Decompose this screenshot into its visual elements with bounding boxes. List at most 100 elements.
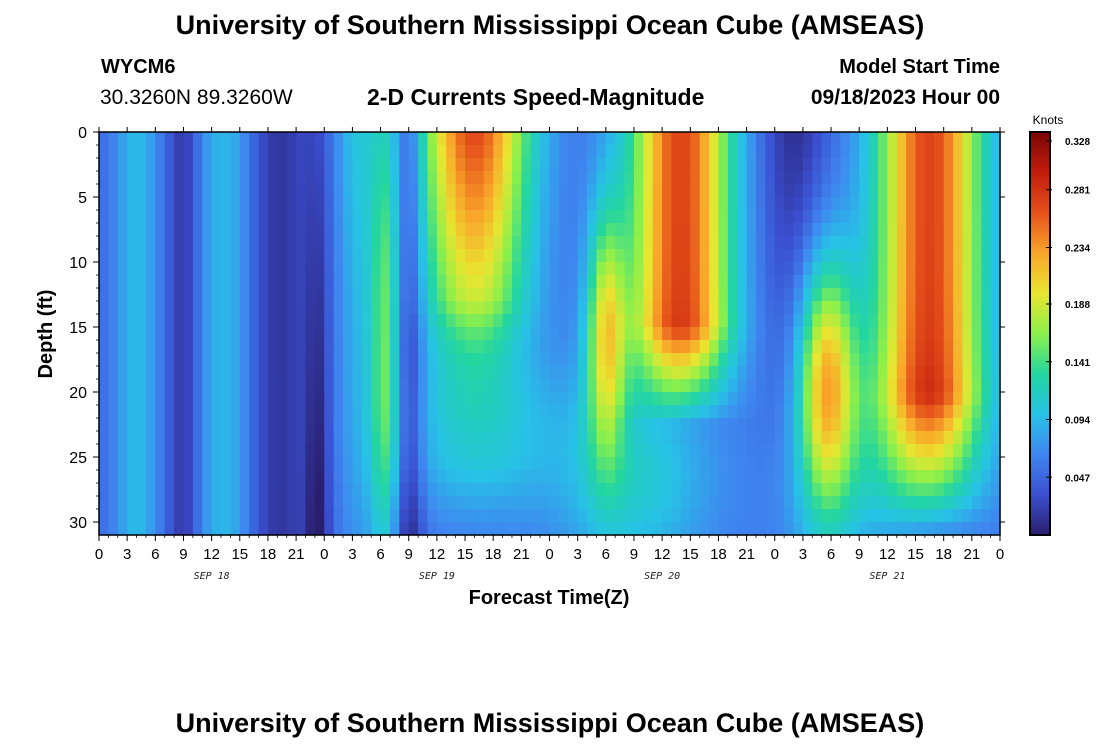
heatmap-cell bbox=[427, 197, 438, 211]
heatmap-cell bbox=[436, 392, 447, 406]
heatmap-cell bbox=[605, 197, 616, 211]
heatmap-cell bbox=[277, 210, 288, 224]
heatmap-cell bbox=[324, 236, 335, 250]
heatmap-cell bbox=[324, 301, 335, 315]
heatmap-cell bbox=[831, 223, 842, 237]
heatmap-cell bbox=[155, 509, 166, 523]
heatmap-cell bbox=[127, 171, 138, 185]
heatmap-cell bbox=[577, 210, 588, 224]
heatmap-cell bbox=[746, 301, 757, 315]
heatmap-cell bbox=[436, 457, 447, 471]
heatmap-cell bbox=[840, 132, 851, 146]
heatmap-cell bbox=[108, 249, 119, 263]
heatmap-cell bbox=[127, 158, 138, 172]
heatmap-cell bbox=[605, 379, 616, 393]
heatmap-cell bbox=[99, 301, 109, 315]
heatmap-cell bbox=[183, 405, 194, 419]
heatmap-cell bbox=[549, 418, 560, 432]
heatmap-cell bbox=[127, 405, 138, 419]
heatmap-cell bbox=[446, 158, 457, 172]
heatmap-cell bbox=[249, 314, 260, 328]
heatmap-cell bbox=[521, 483, 532, 497]
heatmap-cell bbox=[924, 301, 935, 315]
heatmap-cell bbox=[183, 197, 194, 211]
heatmap-cell bbox=[211, 327, 222, 341]
heatmap-cell bbox=[192, 496, 203, 510]
heatmap-cell bbox=[202, 470, 213, 484]
heatmap-cell bbox=[455, 314, 466, 328]
heatmap-cell bbox=[737, 197, 748, 211]
heatmap-cell bbox=[802, 145, 813, 159]
heatmap-cell bbox=[427, 353, 438, 367]
colorbar-title: Knots bbox=[1033, 113, 1064, 127]
heatmap-cell bbox=[709, 366, 720, 380]
heatmap-cell bbox=[324, 314, 335, 328]
heatmap-cell bbox=[145, 197, 156, 211]
heatmap-cell bbox=[633, 223, 644, 237]
heatmap-cell bbox=[859, 418, 870, 432]
heatmap-cell bbox=[877, 314, 888, 328]
heatmap-cell bbox=[192, 171, 203, 185]
heatmap-cell bbox=[493, 353, 504, 367]
heatmap-cell bbox=[352, 314, 363, 328]
heatmap-cell bbox=[633, 340, 644, 354]
heatmap-cell bbox=[530, 457, 541, 471]
heatmap-cell bbox=[183, 262, 194, 276]
heatmap-cell bbox=[774, 496, 785, 510]
heatmap-cell bbox=[568, 197, 579, 211]
heatmap-cell bbox=[418, 249, 429, 263]
heatmap-cell bbox=[577, 249, 588, 263]
heatmap-cell bbox=[765, 379, 776, 393]
heatmap-cell bbox=[427, 288, 438, 302]
heatmap-cell bbox=[849, 249, 860, 263]
heatmap-cell bbox=[906, 249, 917, 263]
heatmap-cell bbox=[906, 431, 917, 445]
heatmap-cell bbox=[662, 509, 673, 523]
heatmap-cell bbox=[765, 431, 776, 445]
heatmap-cell bbox=[174, 379, 185, 393]
heatmap-cell bbox=[380, 288, 391, 302]
heatmap-cell bbox=[202, 483, 213, 497]
heatmap-cell bbox=[877, 470, 888, 484]
heatmap-cell bbox=[249, 275, 260, 289]
heatmap-cell bbox=[352, 340, 363, 354]
heatmap-cell bbox=[915, 496, 926, 510]
heatmap-cell bbox=[962, 418, 973, 432]
heatmap-cell bbox=[934, 496, 945, 510]
heatmap-cell bbox=[887, 509, 898, 523]
heatmap-cell bbox=[718, 496, 729, 510]
heatmap-cell bbox=[211, 249, 222, 263]
heatmap-cell bbox=[408, 314, 419, 328]
heatmap-cell bbox=[540, 145, 551, 159]
heatmap-cell bbox=[774, 288, 785, 302]
heatmap-cell bbox=[896, 366, 907, 380]
heatmap-cell bbox=[896, 288, 907, 302]
heatmap-cell bbox=[568, 509, 579, 523]
heatmap-cell bbox=[802, 379, 813, 393]
heatmap-cell bbox=[680, 132, 691, 146]
heatmap-cell bbox=[333, 366, 344, 380]
heatmap-cell bbox=[690, 275, 701, 289]
heatmap-cell bbox=[202, 522, 213, 536]
x-tick-label: 18 bbox=[710, 546, 727, 563]
heatmap-cell bbox=[192, 301, 203, 315]
heatmap-cell bbox=[324, 184, 335, 198]
heatmap-cell bbox=[530, 366, 541, 380]
heatmap-cell bbox=[145, 392, 156, 406]
heatmap-cell bbox=[446, 457, 457, 471]
heatmap-cell bbox=[840, 314, 851, 328]
heatmap-cell bbox=[389, 522, 400, 536]
heatmap-cell bbox=[239, 444, 250, 458]
heatmap-cell bbox=[755, 509, 766, 523]
heatmap-cell bbox=[549, 210, 560, 224]
heatmap-cell bbox=[934, 145, 945, 159]
heatmap-cell bbox=[174, 223, 185, 237]
heatmap-cell bbox=[305, 314, 316, 328]
heatmap-cell bbox=[511, 366, 522, 380]
heatmap-cell bbox=[145, 145, 156, 159]
heatmap-cell bbox=[530, 392, 541, 406]
heatmap-cell bbox=[755, 379, 766, 393]
heatmap-cell bbox=[709, 262, 720, 276]
heatmap-cell bbox=[718, 392, 729, 406]
heatmap-cell bbox=[990, 262, 1001, 276]
